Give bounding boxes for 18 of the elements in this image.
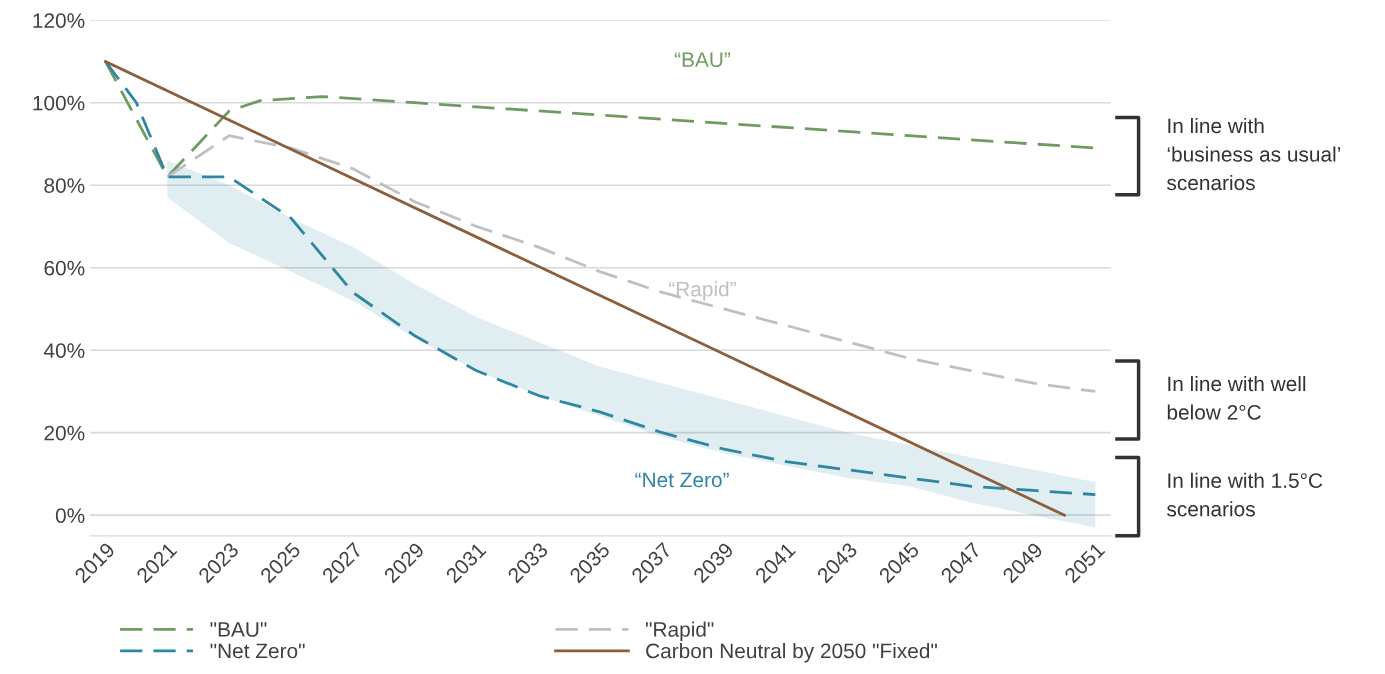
legend-label: "BAU"	[210, 622, 267, 637]
y-tick-label: 60%	[44, 260, 85, 276]
legend-label: "Rapid"	[645, 621, 714, 641]
y-tick-label: 100%	[33, 95, 85, 111]
text: In line with 1.5°C scenarios	[1167, 472, 1323, 517]
line-series	[165, 134, 1097, 393]
y-tick-label: 80%	[44, 178, 85, 193]
y-tick-label: 40%	[43, 343, 85, 358]
annotation: “BAU”	[674, 52, 731, 68]
legend-label: "Net Zero"	[210, 643, 305, 659]
annotation: “Rapid”	[669, 281, 736, 301]
y-tick-label: 120%	[33, 13, 85, 28]
text: In line with ‘business as usual’ scenarios	[1167, 117, 1341, 191]
legend-label: Carbon Neutral by 2050 "Fixed"	[646, 643, 937, 663]
annotation: “Net Zero”	[635, 472, 729, 488]
text: In line with well below 2°C	[1167, 375, 1306, 420]
y-tick-label: 20%	[44, 425, 85, 441]
y-tick-label: 0%	[55, 508, 85, 523]
